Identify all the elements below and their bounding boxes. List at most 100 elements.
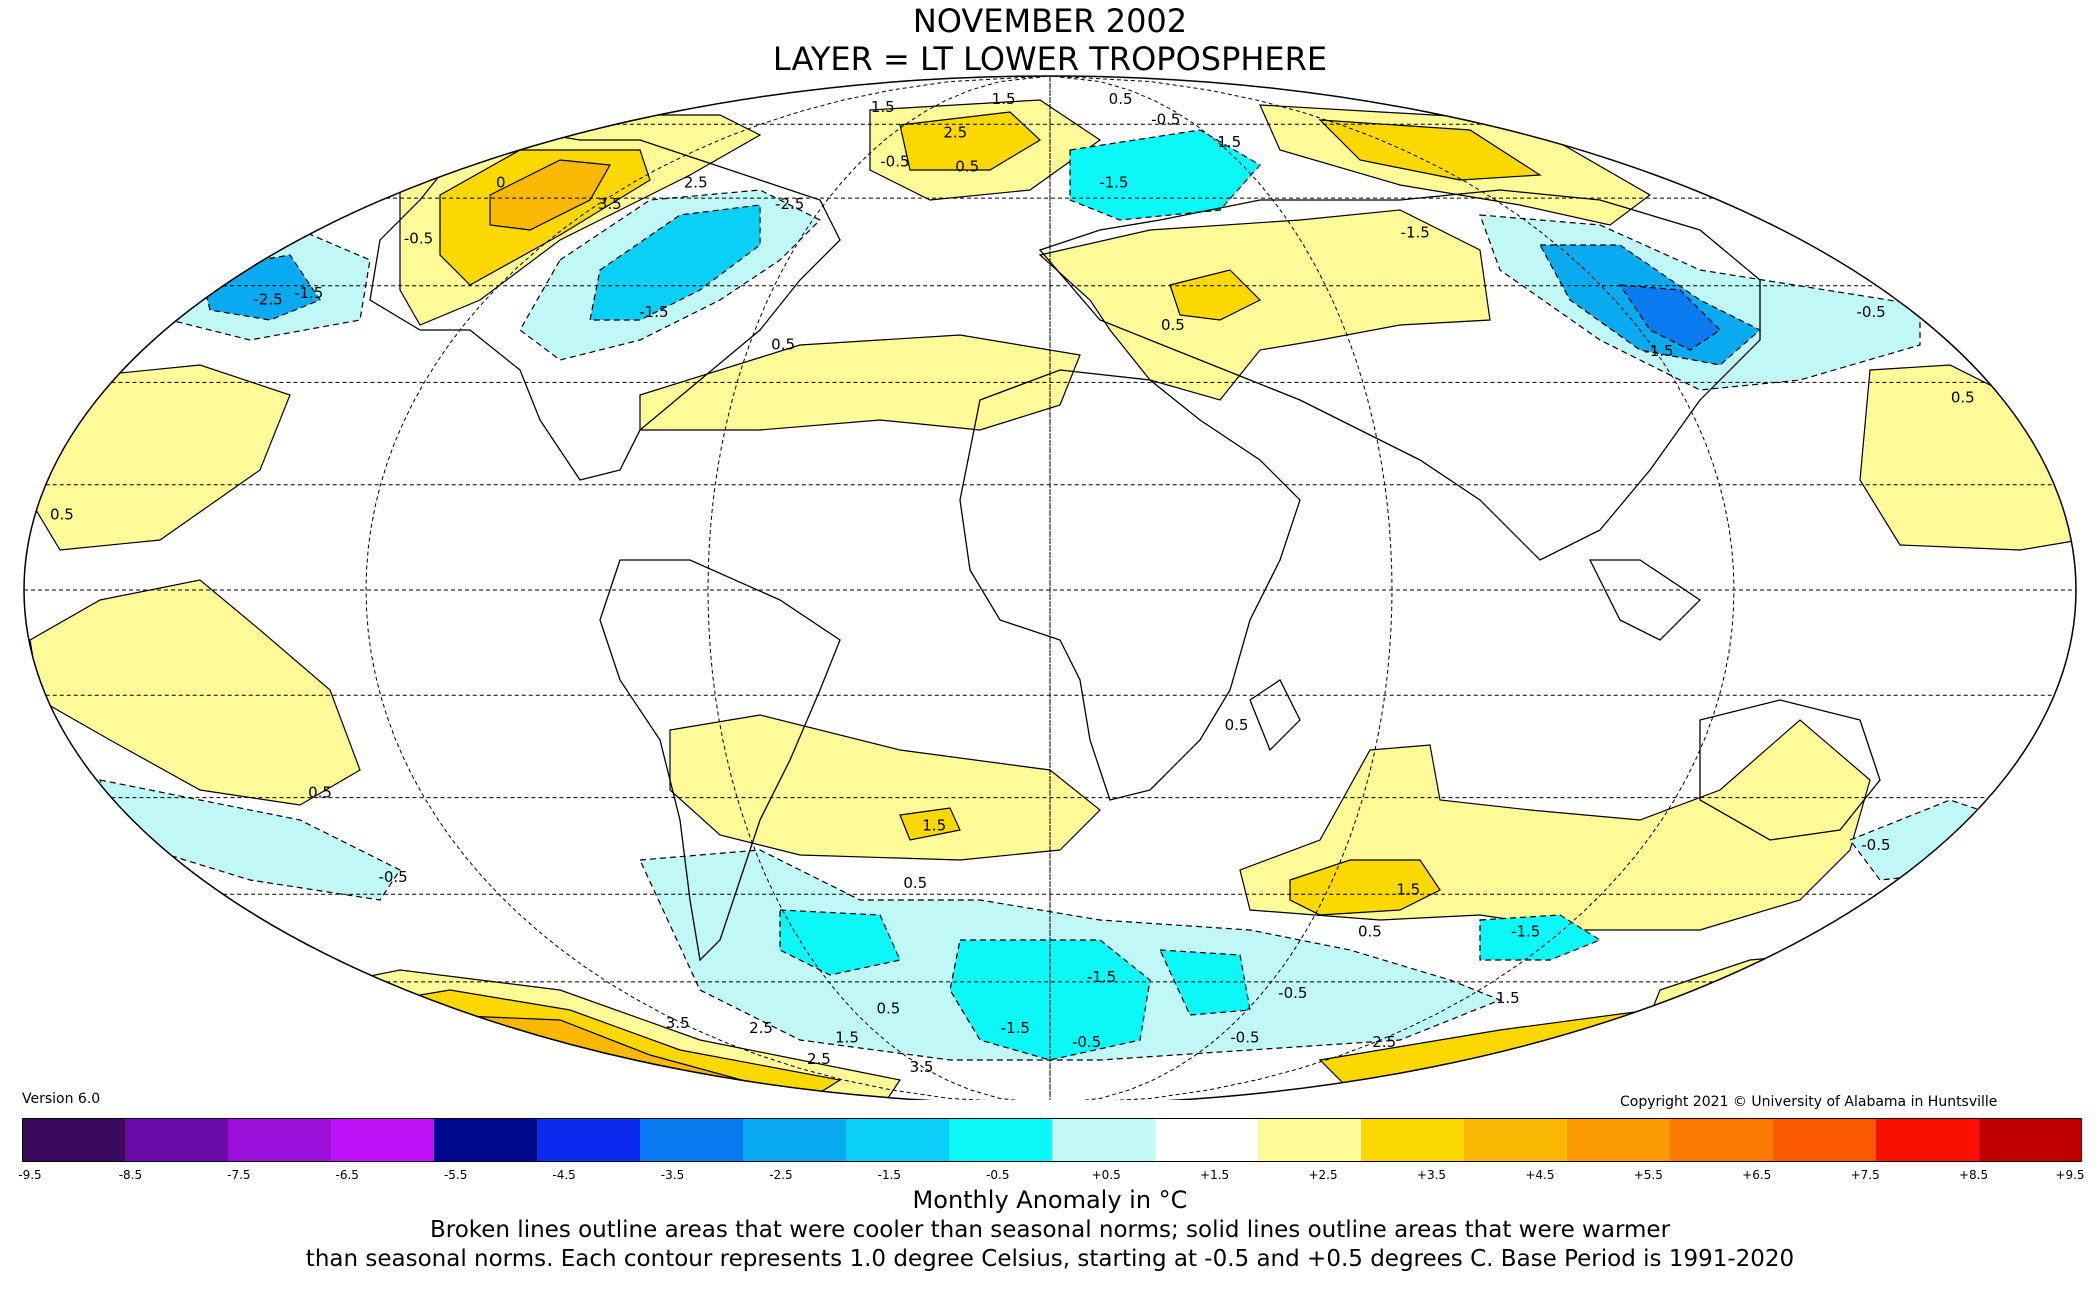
contour-label: 1.5: [871, 98, 895, 116]
contour-label: 1.5: [1496, 989, 1520, 1007]
contour-label: -0.5: [1861, 836, 1890, 854]
copyright-label: Copyright 2021 © University of Alabama i…: [1620, 1094, 1998, 1110]
colorbar-tick-label: -3.5: [660, 1168, 685, 1182]
colorbar-segment: [743, 1118, 847, 1162]
colorbar-tick-label: -9.5: [18, 1168, 42, 1182]
map-subtitle: LAYER = LT LOWER TROPOSPHERE: [772, 40, 1328, 78]
contour-label: -2.5: [253, 290, 282, 308]
colorbar-tick-label: +6.5: [1742, 1168, 1772, 1182]
colorbar-tick-label: -1.5: [877, 1168, 902, 1182]
colorbar-tick-label: +5.5: [1633, 1168, 1663, 1182]
colorbar-segment: [1361, 1118, 1465, 1162]
contour-label: -0.5: [1151, 110, 1180, 128]
contour-label: 3.5: [910, 1058, 934, 1076]
colorbar-segment: [125, 1118, 229, 1162]
colorbar-segment: [331, 1118, 435, 1162]
colorbar-segment: [228, 1118, 332, 1162]
anomaly-map: 1.5 1.52.50.50.5-0.51.52.53.50-0.5-0.5-2.…: [23, 75, 2077, 1100]
contour-label: -1.5: [1001, 1019, 1030, 1037]
contour-label: 2.5: [807, 1050, 831, 1068]
colorbar-tick-label: +4.5: [1525, 1168, 1555, 1182]
contour-label: 2.5: [749, 1019, 773, 1037]
colorbar-tick-label: -8.5: [118, 1168, 143, 1182]
contour-label: -0.5: [1072, 1033, 1101, 1051]
colorbar-tick-label: +0.5: [1091, 1168, 1121, 1182]
colorbar-segment: [434, 1118, 538, 1162]
contour-label: -0.5: [1278, 984, 1307, 1002]
colorbar-tick-label: +8.5: [1959, 1168, 1989, 1182]
contour-label: 1.5: [1396, 880, 1420, 898]
contour-label: 0.5: [903, 874, 927, 892]
colorbar-tick-label: -6.5: [335, 1168, 359, 1182]
colorbar-segment: [537, 1118, 641, 1162]
meridian-line: [365, 75, 1051, 1100]
colorbar-tick-label: +9.5: [2055, 1168, 2085, 1182]
contour-label: 1.5: [1217, 133, 1241, 151]
colorbar-label: Monthly Anomaly in °C: [912, 1186, 1188, 1214]
contour-label: -0.5: [1856, 303, 1885, 321]
contour-label: 1.5: [835, 1028, 859, 1046]
colorbar-tick-label: +1.5: [1200, 1168, 1230, 1182]
contour-label: 0.5: [1109, 90, 1133, 108]
colorbar-tick-label: +2.5: [1308, 1168, 1338, 1182]
colorbar-segment: [1464, 1118, 1568, 1162]
graticule: [24, 75, 2076, 1100]
globe-outline: [23, 75, 2077, 1100]
colorbar-segment: [1670, 1118, 1774, 1162]
meridian-line: [1049, 75, 1393, 1100]
colorbar-segment: [1979, 1118, 2082, 1162]
colorbar-segment: [1567, 1118, 1671, 1162]
colorbar-segment: [1258, 1118, 1362, 1162]
contour-label: -1.5: [639, 303, 668, 321]
contour-label: 0.5: [771, 335, 795, 353]
contour-label: -1.5: [1644, 342, 1673, 360]
contour-label: -1.5: [1099, 173, 1128, 191]
colorbar-tick-label: -2.5: [769, 1168, 793, 1182]
contour-label: 0.5: [876, 999, 900, 1017]
colorbar-tick-label: -4.5: [552, 1168, 576, 1182]
contour-label: 2.5: [1372, 1033, 1396, 1051]
colorbar-segment: [640, 1118, 744, 1162]
contour-label: -1.5: [294, 284, 323, 302]
colorbar-tick-label: +3.5: [1416, 1168, 1447, 1182]
contour-label: 1.5: [992, 90, 1016, 108]
contour-label: -1.5: [1511, 923, 1540, 941]
contour-label: -2.5: [775, 195, 804, 213]
contour-label: 0.5: [1951, 389, 1975, 407]
contour-label: 0.5: [50, 506, 74, 524]
contour-label: -1.5: [1401, 224, 1430, 242]
contour-label: 0.5: [1161, 316, 1185, 334]
meridian-line: [1049, 75, 1735, 1100]
contour-label: -0.5: [378, 868, 407, 886]
colorbar-segment: [949, 1118, 1053, 1162]
note-line-2: than seasonal norms. Each contour repres…: [305, 1246, 1795, 1272]
contour-label: 0.5: [955, 158, 979, 176]
colorbar-tick-label: -7.5: [227, 1168, 251, 1182]
colorbar-segment: [22, 1118, 126, 1162]
note-line-1: Broken lines outline areas that were coo…: [429, 1217, 1671, 1243]
meridian-line: [707, 75, 1051, 1100]
map-title: NOVEMBER 2002: [912, 2, 1188, 40]
contour-label: 1.5: [922, 817, 946, 835]
colorbar-tick-label: -0.5: [986, 1168, 1010, 1182]
contour-label: -0.5: [404, 230, 433, 248]
contour-label: 2.5: [684, 173, 708, 191]
colorbar-tick-label: +7.5: [1850, 1168, 1880, 1182]
colorbar-frame: [22, 1118, 2082, 1162]
contour-label: 0: [496, 173, 506, 191]
colorbar: [22, 1118, 2082, 1162]
contour-label: 2.5: [943, 124, 967, 142]
colorbar-segment: [1876, 1118, 1980, 1162]
contour-label: 3.5: [666, 1014, 690, 1032]
contour-label: -0.5: [880, 153, 909, 171]
colorbar-segment: [846, 1118, 950, 1162]
contour-labels: 1.5 1.52.50.50.5-0.51.52.53.50-0.5-0.5-2.…: [50, 90, 1975, 1076]
colorbar-tick-label: -5.5: [443, 1168, 468, 1182]
contour-label: -0.5: [1230, 1028, 1259, 1046]
colorbar-segment: [1155, 1118, 1259, 1162]
contour-label: 0.5: [1358, 923, 1382, 941]
contour-label: 0.5: [308, 784, 332, 802]
contour-label: 0.5: [1225, 716, 1249, 734]
contour-label: 3.5: [598, 195, 622, 213]
version-label: Version 6.0: [22, 1091, 101, 1107]
